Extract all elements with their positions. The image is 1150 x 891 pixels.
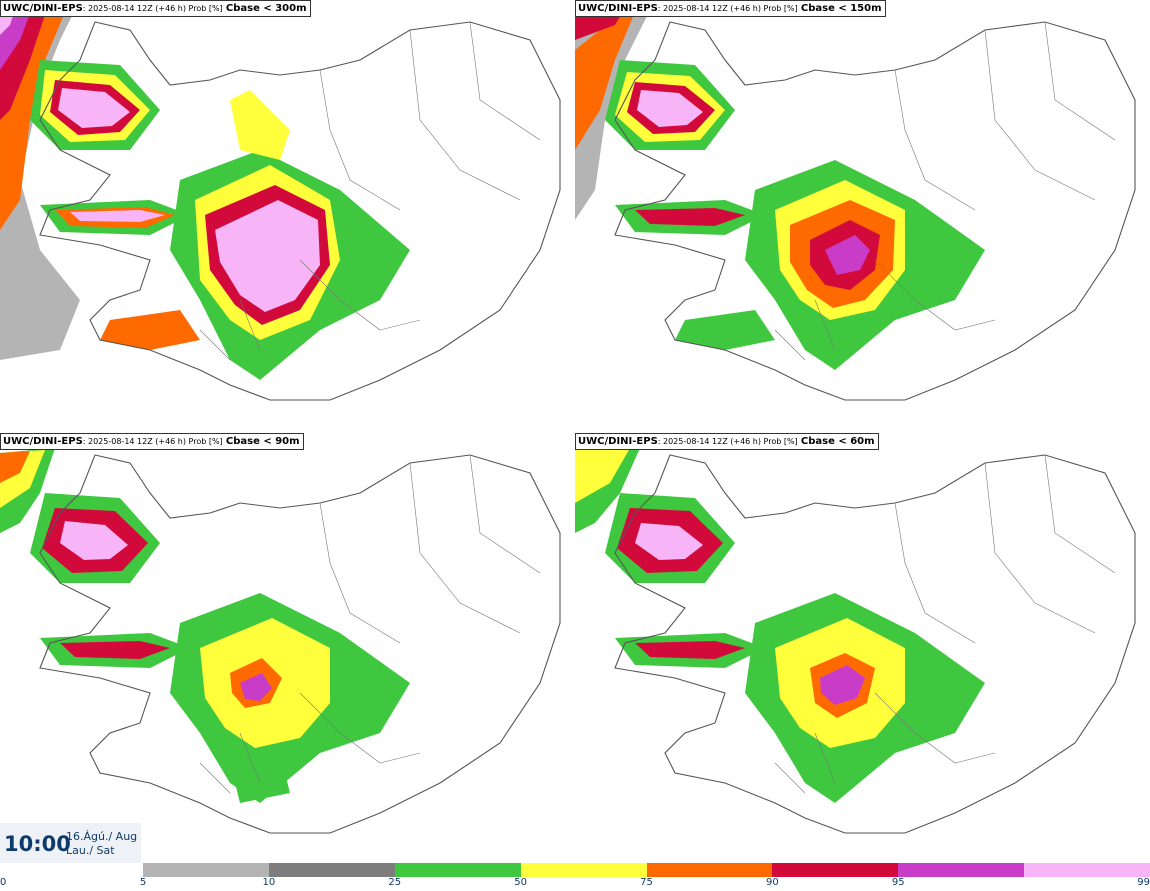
map-panel-60m: UWC/DINI-EPS: 2025-08-14 12Z (+46 h) Pro… [575,433,1150,863]
scale-tick-label: 5 [139,877,147,888]
field-name: Cbase < 60m [800,436,875,447]
scale-tick-label: 99 [1137,877,1150,888]
scale-segment [898,863,1025,877]
run-info: : 2025-08-14 12Z (+46 h) Prob [%] [82,437,223,446]
scale-tick-label: 10 [262,877,276,888]
scale-segment [268,863,395,877]
scale-tick-label: 50 [514,877,527,888]
map-panel-90m: UWC/DINI-EPS: 2025-08-14 12Z (+46 h) Pro… [0,433,575,863]
panel-title: UWC/DINI-EPS: 2025-08-14 12Z (+46 h) Pro… [0,0,311,17]
field-name: Cbase < 90m [225,436,300,447]
date-line: 16.Ágú./ Aug [66,830,138,843]
time-box [0,823,141,863]
field-name: Cbase < 150m [800,3,882,14]
probability-map [575,0,1136,401]
model-name: UWC/DINI-EPS [578,3,658,14]
probability-map [0,0,561,401]
scale-segment [772,863,899,877]
scale-segment [646,863,773,877]
scale-segment [143,863,269,877]
panel-title: UWC/DINI-EPS: 2025-08-14 12Z (+46 h) Pro… [0,433,304,450]
run-info: : 2025-08-14 12Z (+46 h) Prob [%] [657,437,798,446]
panel-title: UWC/DINI-EPS: 2025-08-14 12Z (+46 h) Pro… [575,433,879,450]
run-info: : 2025-08-14 12Z (+46 h) Prob [%] [657,4,798,13]
color-scale [143,863,1150,877]
probability-map [575,448,1136,834]
probability-map [0,448,561,834]
run-info: : 2025-08-14 12Z (+46 h) Prob [%] [82,4,223,13]
weekday-line: Lau./ Sat [66,844,115,857]
scale-tick-label: 25 [388,877,402,888]
model-name: UWC/DINI-EPS [578,436,658,447]
scale-tick-label: 95 [891,877,905,888]
valid-time: 10:00 [4,832,71,856]
scale-tick-label: 75 [640,877,653,888]
map-panel-150m: UWC/DINI-EPS: 2025-08-14 12Z (+46 h) Pro… [575,0,1150,430]
scale-tick-label: 0 [0,877,7,888]
scale-segment [1024,863,1150,877]
map-panel-300m: UWC/DINI-EPS: 2025-08-14 12Z (+46 h) Pro… [0,0,575,430]
model-name: UWC/DINI-EPS [3,3,83,14]
panel-title: UWC/DINI-EPS: 2025-08-14 12Z (+46 h) Pro… [575,0,886,17]
valid-date: 16.Ágú./ Aug Lau./ Sat [66,830,137,858]
scale-segment [520,863,647,877]
scale-tick-label: 90 [766,877,779,888]
model-name: UWC/DINI-EPS [3,436,83,447]
field-name: Cbase < 300m [225,3,307,14]
scale-segment [394,863,521,877]
